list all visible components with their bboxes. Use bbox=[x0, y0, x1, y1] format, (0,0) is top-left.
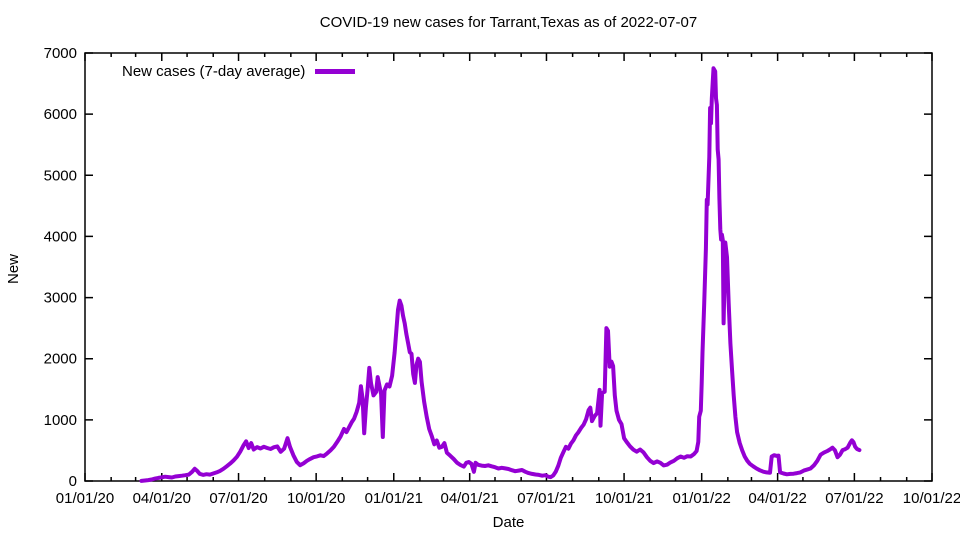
x-tick-label: 04/01/22 bbox=[748, 490, 806, 507]
x-tick-label: 04/01/21 bbox=[440, 490, 498, 507]
series-line bbox=[139, 66, 862, 483]
y-tick-label: 0 bbox=[69, 473, 77, 490]
y-tick-label: 4000 bbox=[44, 228, 77, 245]
x-tick-label: 01/01/21 bbox=[365, 490, 423, 507]
y-tick-label: 7000 bbox=[44, 45, 77, 62]
x-tick-label: 01/01/22 bbox=[672, 490, 730, 507]
legend: New cases (7-day average) bbox=[122, 61, 356, 81]
y-tick-label: 6000 bbox=[44, 106, 77, 123]
y-tick-label: 1000 bbox=[44, 412, 77, 429]
y-tick-label: 5000 bbox=[44, 167, 77, 184]
x-tick-label: 10/01/22 bbox=[903, 490, 960, 507]
legend-label: New cases (7-day average) bbox=[122, 62, 306, 80]
x-tick-label: 07/01/20 bbox=[209, 490, 267, 507]
x-tick-label: 07/01/21 bbox=[517, 490, 575, 507]
x-tick-label: 01/01/20 bbox=[56, 490, 114, 507]
y-tick-label: 2000 bbox=[44, 351, 77, 368]
plot-border bbox=[84, 52, 933, 482]
x-tick-label: 10/01/21 bbox=[595, 490, 653, 507]
x-axis-label: Date bbox=[492, 514, 525, 531]
x-tick-label: 04/01/20 bbox=[133, 490, 191, 507]
legend-line-sample bbox=[315, 68, 356, 74]
chart-title: COVID-19 new cases for Tarrant,Texas as … bbox=[319, 14, 698, 31]
x-tick-label: 07/01/22 bbox=[825, 490, 883, 507]
y-tick-label: 3000 bbox=[44, 290, 77, 307]
axis-ticks bbox=[84, 52, 933, 482]
x-tick-label: 10/01/20 bbox=[287, 490, 345, 507]
